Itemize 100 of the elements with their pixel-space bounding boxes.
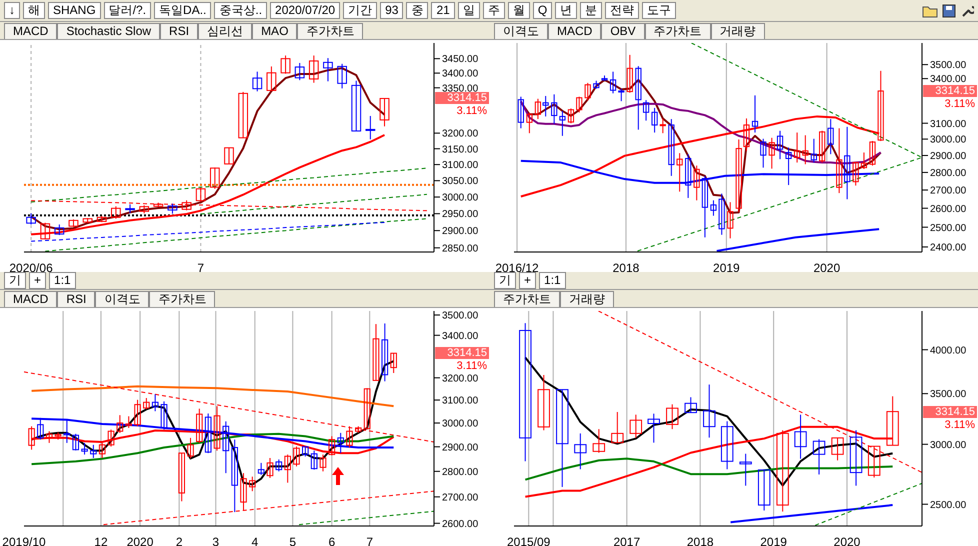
text: 도구 — [642, 2, 676, 19]
text: 주가차트 — [644, 23, 711, 39]
x-tick-label: 3 — [212, 535, 220, 546]
text: SHANG — [48, 2, 101, 19]
y-tick-label: 2500.00 — [930, 222, 967, 234]
text: 중국상.. — [214, 2, 268, 19]
text: 21 — [431, 2, 455, 19]
x-tick-label: 7 — [366, 535, 374, 546]
x-tick-label: 4 — [252, 535, 259, 546]
y-tick-label: 3050.00 — [442, 176, 479, 188]
y-tick-label: 2900.00 — [442, 226, 479, 238]
text: 기간 — [343, 2, 378, 19]
y-tick-label: 3000.00 — [442, 418, 479, 430]
y-tick-label: 2900.00 — [930, 151, 967, 162]
text: 분 — [580, 2, 602, 19]
text: 년 — [555, 2, 578, 19]
text: MACD — [548, 23, 602, 39]
text: 거래량 — [560, 291, 614, 307]
x-tick-label: 2018 — [686, 535, 714, 546]
y-tick-label: 3400.00 — [442, 68, 479, 80]
y-tick-label: 2700.00 — [930, 186, 967, 197]
y-tick-label: 3500.00 — [442, 310, 479, 322]
y-tick-label: 2800.00 — [442, 466, 479, 478]
text: 독일DA.. — [154, 2, 212, 19]
text: 월 — [508, 2, 530, 19]
y-tick-label: 2800.00 — [930, 168, 967, 179]
text: 주가차트 — [297, 23, 364, 39]
text: MAO — [252, 23, 298, 39]
y-tick-label: 2900.00 — [442, 442, 479, 454]
text: OBV — [601, 23, 645, 39]
y-tick-label: 2400.00 — [930, 242, 967, 254]
text: 1:1 — [54, 273, 71, 287]
text: 달러/?. — [104, 2, 152, 19]
x-tick-label: 2016/12 — [495, 261, 540, 275]
text: 2020/07/20 — [270, 2, 340, 19]
text: 주가차트 — [494, 291, 560, 307]
y-tick-label: 2950.00 — [442, 209, 479, 220]
text: 3.11% — [456, 360, 487, 372]
y-tick-label: 3150.00 — [442, 144, 479, 156]
text: MACD — [4, 291, 58, 307]
y-tick-label: 3000.00 — [930, 134, 967, 146]
y-tick-label: 3100.00 — [442, 160, 479, 172]
x-tick-label: 12 — [94, 535, 108, 546]
y-tick-label: 3000.00 — [930, 440, 967, 451]
y-tick-label: 3400.00 — [930, 74, 967, 86]
text: 3314.15 — [435, 347, 489, 360]
y-tick-label: 2500.00 — [930, 500, 967, 511]
y-tick-label: 3500.00 — [930, 60, 967, 72]
text: 기 — [494, 272, 516, 289]
text: 3314.15 — [923, 84, 977, 97]
text: 1:1 — [539, 272, 566, 289]
x-tick-label: 2019/10 — [2, 535, 46, 546]
x-tick-label: 2020 — [813, 261, 840, 275]
text: 3314.15 — [923, 406, 977, 418]
text: 주 — [482, 2, 505, 19]
y-tick-label: 2700.00 — [442, 492, 479, 504]
y-tick-label: 3450.00 — [442, 54, 479, 66]
x-tick-label: 6 — [328, 535, 336, 546]
text: ↓ — [4, 2, 20, 19]
text: 93 — [380, 2, 404, 19]
text: 이격도 — [95, 291, 150, 307]
y-tick-label: 3500.00 — [930, 389, 967, 400]
text: 주가차트 — [149, 291, 216, 307]
text: 일 — [458, 2, 480, 19]
text: MACD — [4, 23, 58, 39]
y-tick-label: 3400.00 — [442, 330, 479, 342]
x-tick-label: 7 — [197, 261, 204, 275]
y-tick-label: 2600.00 — [442, 518, 479, 530]
x-tick-label: 2018 — [612, 261, 640, 275]
text: 3314.15 — [435, 92, 489, 104]
text: 3.11% — [944, 418, 975, 431]
x-tick-label: 2017 — [613, 535, 640, 546]
x-tick-label: 2 — [176, 535, 183, 546]
y-tick-label: 3100.00 — [930, 118, 967, 130]
text: + — [519, 272, 536, 289]
x-tick-label: 5 — [289, 535, 296, 546]
text: 3.11% — [944, 98, 975, 110]
text: RSI — [160, 23, 198, 39]
y-tick-label: 3200.00 — [442, 373, 479, 384]
text: 심리선 — [198, 23, 252, 39]
x-tick-label: 2019 — [713, 261, 740, 275]
text: RSI — [57, 291, 96, 307]
text: 해 — [23, 2, 45, 19]
x-tick-label: 2020/06 — [9, 261, 54, 275]
y-tick-label: 3200.00 — [442, 128, 479, 140]
text: + — [29, 272, 46, 289]
x-tick-label: 2020 — [126, 535, 154, 546]
y-tick-label: 3100.00 — [442, 396, 479, 407]
y-tick-label: 4000.00 — [930, 345, 967, 356]
y-tick-label: 2850.00 — [442, 243, 479, 254]
y-tick-label: 2600.00 — [930, 204, 967, 215]
text: 거래량 — [710, 23, 765, 39]
x-tick-label: 2015/09 — [506, 535, 551, 546]
y-tick-label: 3000.00 — [442, 192, 479, 204]
text: 3.11% — [456, 105, 487, 118]
text: Q — [532, 2, 552, 19]
text: 기 — [4, 272, 26, 289]
text: 이격도 — [494, 23, 548, 39]
text: 중 — [406, 2, 428, 19]
text: Stochastic Slow — [57, 23, 160, 39]
